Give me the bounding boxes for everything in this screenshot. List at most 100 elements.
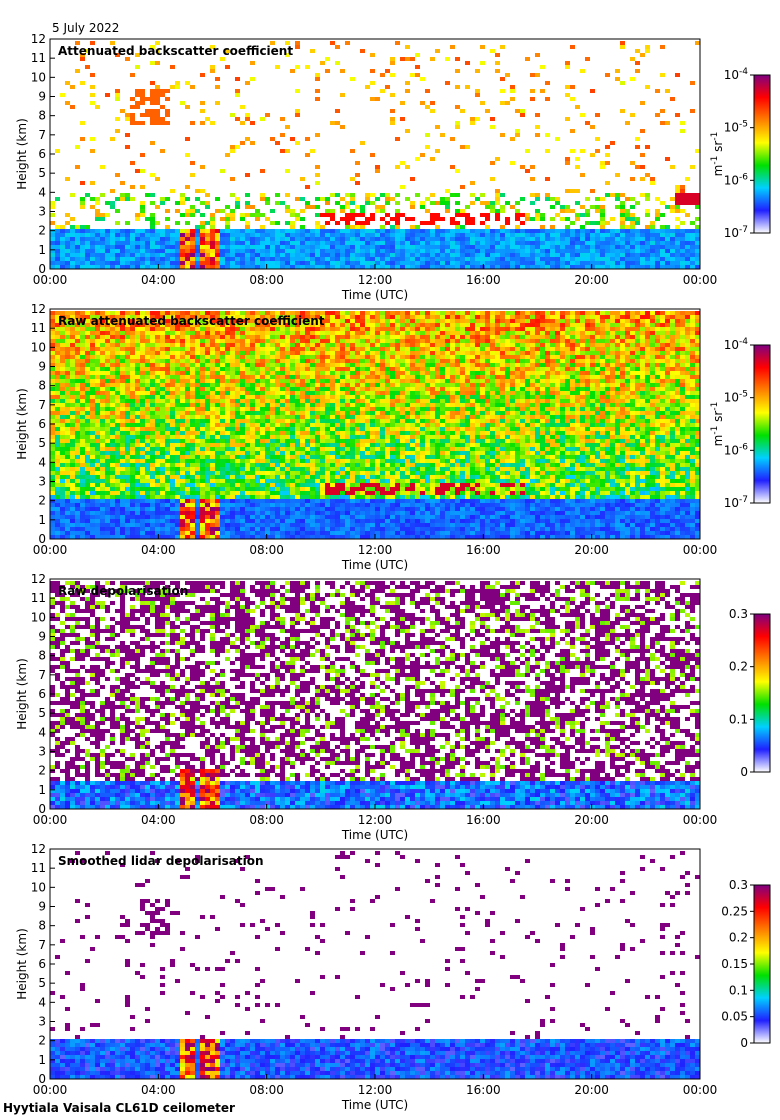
y-tick-label: 0: [38, 802, 46, 816]
y-tick-label: 12: [31, 32, 46, 46]
x-tick-label: 08:00: [249, 1083, 284, 1097]
x-tick-label: 00:00: [33, 273, 68, 287]
y-tick-label: 11: [31, 51, 46, 65]
x-tick-label: 04:00: [141, 273, 176, 287]
y-tick-label: 3: [38, 475, 46, 489]
y-tick-label: 5: [38, 166, 46, 180]
x-tick-label: 20:00: [574, 1083, 609, 1097]
y-tick-label: 3: [38, 745, 46, 759]
x-tick-label: 00:00: [33, 813, 68, 827]
x-tick-label: 08:00: [249, 813, 284, 827]
colorbar-bar: [753, 344, 771, 504]
y-tick-label: 6: [38, 417, 46, 431]
heatmap-field: [50, 41, 700, 269]
y-tick-label: 2: [38, 764, 46, 778]
y-tick-label: 5: [38, 706, 46, 720]
y-tick-label: 10: [31, 610, 46, 624]
x-tick-label: 00:00: [683, 273, 718, 287]
y-tick-label: 2: [38, 1034, 46, 1048]
colorbar-bar: [753, 613, 771, 773]
y-tick-label: 4: [38, 185, 46, 199]
y-tick-label: 9: [38, 90, 46, 104]
x-tick-label: 04:00: [141, 1083, 176, 1097]
colorbar-tick-label: 0.1: [729, 712, 748, 726]
colorbar-tick-label: 0: [740, 1036, 748, 1050]
y-tick-label: 6: [38, 687, 46, 701]
y-tick-label: 11: [31, 321, 46, 335]
x-tick-label: 00:00: [683, 1083, 718, 1097]
y-tick-label: 10: [31, 70, 46, 84]
footer-label: Hyytiala Vaisala CL61D ceilometer: [3, 1101, 235, 1115]
colorbar-tick-label: 0.15: [721, 957, 748, 971]
y-tick-label: 1: [38, 513, 46, 527]
colorbar-tick-label: 0.3: [729, 607, 748, 621]
y-tick-label: 8: [38, 649, 46, 663]
y-tick-label: 1: [38, 783, 46, 797]
colorbar-tick-label: 10-6: [724, 172, 749, 187]
colorbar-unit: m-1 sr-1: [710, 132, 725, 177]
y-tick-label: 11: [31, 861, 46, 875]
y-axis-label: Height (km): [15, 388, 29, 459]
x-tick-label: 12:00: [358, 273, 393, 287]
colorbar-tick-label: 0.2: [729, 660, 748, 674]
y-tick-label: 8: [38, 109, 46, 123]
x-tick-label: 00:00: [33, 543, 68, 557]
y-tick-label: 4: [38, 995, 46, 1009]
x-tick-label: 16:00: [466, 273, 501, 287]
y-tick-label: 7: [38, 398, 46, 412]
colorbar-tick-label: 10-7: [724, 225, 748, 240]
date-label: 5 July 2022: [52, 21, 120, 35]
y-tick-label: 1: [38, 243, 46, 257]
colorbar: 0 0.1 0.2 0.3: [729, 607, 771, 779]
y-tick-label: 3: [38, 1015, 46, 1029]
heatmap-field: [50, 851, 700, 1079]
colorbar: 10-7 10-6 10-5 10-4 m-1 sr-1: [710, 337, 771, 510]
panel-title: Raw depolarisation: [58, 584, 188, 598]
x-tick-label: 12:00: [358, 1083, 393, 1097]
heatmap-field: [50, 311, 700, 539]
heatmap-field: [50, 581, 700, 809]
y-tick-label: 8: [38, 379, 46, 393]
y-tick-label: 7: [38, 938, 46, 952]
y-tick-label: 3: [38, 205, 46, 219]
y-tick-label: 9: [38, 360, 46, 374]
panel-title: Raw attenuated backscatter coefficient: [58, 314, 325, 328]
x-tick-label: 00:00: [33, 1083, 68, 1097]
y-tick-label: 4: [38, 455, 46, 469]
x-tick-label: 00:00: [683, 543, 718, 557]
colorbar-tick-label: 0.05: [721, 1010, 748, 1024]
y-tick-label: 7: [38, 128, 46, 142]
x-tick-label: 16:00: [466, 543, 501, 557]
x-tick-label: 16:00: [466, 1083, 501, 1097]
y-tick-label: 12: [31, 302, 46, 316]
y-tick-label: 10: [31, 340, 46, 354]
y-tick-label: 1: [38, 1053, 46, 1067]
x-tick-label: 00:00: [683, 813, 718, 827]
y-tick-label: 12: [31, 572, 46, 586]
colorbar-tick-label: 10-7: [724, 495, 748, 510]
y-tick-label: 7: [38, 668, 46, 682]
colorbar-tick-label: 0.1: [729, 983, 748, 997]
colorbar-tick-label: 0.3: [729, 878, 748, 892]
x-axis-label: Time (UTC): [341, 1098, 408, 1112]
colorbar: 10-7 10-6 10-5 10-4 m-1 sr-1: [710, 67, 771, 240]
panel-title: Attenuated backscatter coefficient: [58, 44, 293, 58]
colorbar-tick-label: 0: [740, 765, 748, 779]
colorbar-bar: [753, 74, 771, 234]
colorbar-unit: m-1 sr-1: [710, 402, 725, 447]
x-axis-label: Time (UTC): [341, 288, 408, 302]
panel-title: Smoothed lidar depolarisation: [58, 854, 264, 868]
x-tick-label: 04:00: [141, 543, 176, 557]
y-tick-label: 6: [38, 147, 46, 161]
colorbar-tick-label: 10-4: [724, 67, 749, 82]
colorbar: 0 0.05 0.1 0.15 0.2 0.25 0.3: [721, 878, 771, 1050]
y-tick-label: 6: [38, 957, 46, 971]
y-tick-label: 2: [38, 224, 46, 238]
x-tick-label: 20:00: [574, 813, 609, 827]
y-tick-label: 9: [38, 630, 46, 644]
y-tick-label: 11: [31, 591, 46, 605]
